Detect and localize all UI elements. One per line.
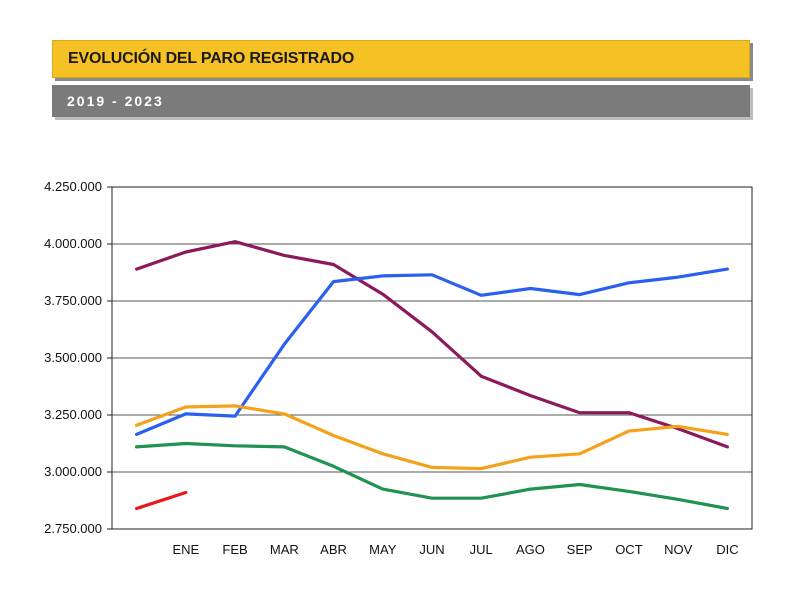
chart-subtitle: 2019 - 2023: [67, 93, 164, 109]
gridlines: [107, 186, 752, 530]
y-tick-label: 2.750.000: [44, 521, 102, 536]
x-tick-label: SEP: [567, 542, 593, 557]
x-axis-ticks: ENE FEB MAR ABR MAY JUN JUL AGO SEP OCT NOV DIC: [172, 542, 738, 557]
series-line-5: [135, 490, 188, 511]
x-tick-label: FEB: [222, 542, 247, 557]
y-axis-ticks: 2.750.000 3.000.000 3.250.000 3.500.000 3.75…: [44, 179, 102, 536]
y-tick-label: 3.500.000: [44, 350, 102, 365]
y-tick-label: 4.000.000: [44, 236, 102, 251]
series-line-4: [135, 441, 730, 511]
title-banner: EVOLUCIÓN DEL PARO REGISTRADO: [52, 40, 750, 78]
x-tick-label: ABR: [320, 542, 347, 557]
series-line-2: [135, 267, 730, 436]
x-tick-label: MAR: [270, 542, 299, 557]
series-line-1: [135, 240, 730, 449]
y-tick-label: 3.000.000: [44, 464, 102, 479]
subtitle-banner: 2019 - 2023: [52, 85, 750, 117]
x-tick-label: ENE: [172, 542, 199, 557]
chart-title: EVOLUCIÓN DEL PARO REGISTRADO: [68, 50, 355, 67]
y-tick-label: 3.250.000: [44, 407, 102, 422]
x-tick-label: AGO: [516, 542, 545, 557]
plot-area-frame: [111, 186, 753, 530]
x-tick-label: OCT: [615, 542, 643, 557]
x-tick-label: MAY: [369, 542, 397, 557]
x-tick-label: JUL: [470, 542, 493, 557]
x-tick-label: JUN: [419, 542, 444, 557]
y-tick-label: 4.250.000: [44, 179, 102, 194]
y-tick-label: 3.750.000: [44, 293, 102, 308]
series-line-3: [135, 404, 730, 471]
x-tick-label: NOV: [664, 542, 693, 557]
series-lines: [135, 240, 730, 511]
x-tick-label: DIC: [716, 542, 738, 557]
